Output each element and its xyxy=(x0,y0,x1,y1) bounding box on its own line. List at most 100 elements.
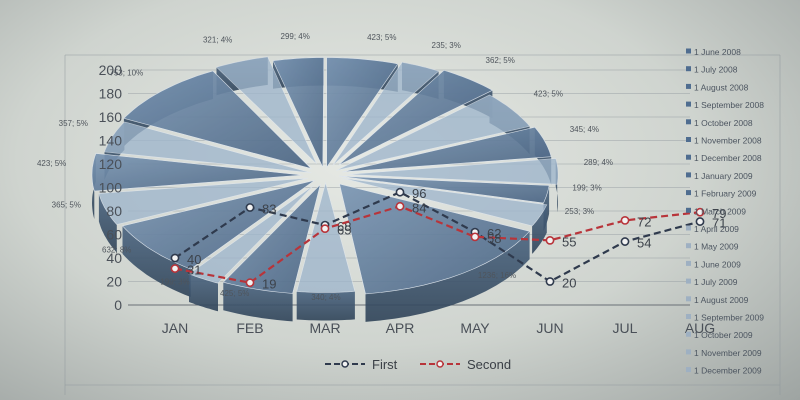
series-legend: First Second xyxy=(325,357,511,372)
legend-swatch xyxy=(686,172,691,178)
pie-slice-labels: 299; 4% 423; 5% 321; 4% 235; 3% 362; 5% 753; … xyxy=(37,32,613,302)
series-line-second xyxy=(174,205,701,284)
legend-swatch xyxy=(686,260,691,266)
y-tick-label: 20 xyxy=(106,274,122,290)
legend-item: 1 September 2008 xyxy=(694,100,764,110)
legend-swatch xyxy=(686,119,691,125)
x-axis: JAN FEB MAR APR MAY JUN JUL AUG xyxy=(162,320,715,336)
pie-slice-label: 365; 5% xyxy=(52,200,81,209)
x-tick-label: APR xyxy=(386,320,415,336)
data-point-second xyxy=(695,207,705,217)
pie-slice-label: 632; 8% xyxy=(102,245,131,254)
y-tick-label: 160 xyxy=(99,109,123,125)
pie-slice-label: 289; 4% xyxy=(584,158,613,167)
pie-slice xyxy=(98,177,308,225)
date-legend: 1 June 2008 1 July 2008 1 August 2008 1 Sep… xyxy=(686,47,764,376)
pie-slice xyxy=(338,69,494,166)
pie-slice-label: 235; 3% xyxy=(432,41,461,50)
pie-slice-label: 423; 5% xyxy=(534,89,563,98)
pie-slice-label: 299; 4% xyxy=(281,32,310,41)
data-point-second xyxy=(170,264,180,273)
legend-swatch xyxy=(686,314,691,319)
legend-marker-second xyxy=(436,360,444,368)
legend-item: 1 September 2009 xyxy=(694,313,764,323)
pie-slice xyxy=(215,56,317,165)
legend-swatch xyxy=(686,331,691,337)
pie-slice xyxy=(222,183,321,294)
data-label-second: 55 xyxy=(562,234,576,249)
data-label-first: 20 xyxy=(562,276,576,291)
pie-slice xyxy=(339,183,531,295)
x-tick-label: JUN xyxy=(536,320,563,336)
pie-slice-label: 199; 3% xyxy=(572,184,601,193)
pie-slice-label: 423; 5% xyxy=(37,159,66,168)
data-point-second xyxy=(395,201,405,211)
data-label-second: 84 xyxy=(412,200,426,215)
legend-item: 1 December 2009 xyxy=(694,366,762,376)
pie-3d xyxy=(91,56,559,322)
pie-slice xyxy=(188,185,314,284)
pie-slice xyxy=(347,158,559,185)
data-label-second: 72 xyxy=(637,214,651,229)
data-label-second: 19 xyxy=(262,277,276,292)
legend-item: 1 October 2009 xyxy=(694,330,753,340)
pie-slice-label: 753; 10% xyxy=(109,69,143,78)
data-point-second xyxy=(545,235,555,245)
legend-swatch xyxy=(686,190,691,196)
data-label-first: 71 xyxy=(712,216,726,231)
legend-item: 1 January 2009 xyxy=(694,171,753,181)
data-label-second: 31 xyxy=(187,263,201,278)
y-tick-label: 40 xyxy=(106,250,122,266)
pie-slice-side xyxy=(532,204,547,254)
legend-item: 1 June 2008 xyxy=(694,47,741,57)
data-point-first xyxy=(245,203,255,212)
y-tick-label: 60 xyxy=(106,227,122,243)
pie-slice-side xyxy=(189,274,218,312)
data-label-first: 83 xyxy=(262,201,276,216)
legend-swatch xyxy=(686,349,691,355)
y-axis: 0 20 40 60 80 100 120 140 160 180 200 xyxy=(99,62,123,313)
legend-swatch xyxy=(686,101,691,107)
legend-item: 1 November 2008 xyxy=(694,136,762,146)
y-tick-label: 140 xyxy=(99,133,123,149)
data-point-first xyxy=(695,217,705,226)
legend-item: 1 August 2009 xyxy=(694,295,749,305)
legend-item: 1 June 2009 xyxy=(694,259,741,269)
legend-swatch xyxy=(686,66,691,72)
pie-slice-label: 425; 5% xyxy=(220,289,249,298)
legend-item: 1 December 2008 xyxy=(694,153,762,163)
data-point-second xyxy=(320,224,330,234)
legend-swatch xyxy=(686,83,691,89)
pie-slice xyxy=(342,126,552,173)
data-point-first xyxy=(545,277,555,286)
pie-slice xyxy=(121,180,315,270)
pie-slice xyxy=(326,57,399,169)
y-tick-label: 120 xyxy=(99,156,123,172)
x-tick-label: JUL xyxy=(613,320,638,336)
pie-slice-side xyxy=(122,225,191,297)
pie-slice-label: 423; 5% xyxy=(367,33,396,42)
pie-slice-label: 253; 3% xyxy=(565,207,594,216)
pie-slice-side xyxy=(296,291,355,321)
data-label-second: 65 xyxy=(337,223,351,238)
data-label-first: 54 xyxy=(637,236,651,251)
pie-slice xyxy=(104,121,312,174)
y-tick-label: 80 xyxy=(106,203,122,219)
pie-slice-label: 345; 4% xyxy=(570,125,599,134)
legend-swatch xyxy=(686,296,691,302)
data-point-second xyxy=(620,215,630,225)
data-point-second xyxy=(470,232,480,242)
data-point-first xyxy=(395,187,405,197)
data-label-second: 79 xyxy=(712,206,726,221)
legend-swatch xyxy=(686,225,691,231)
x-tick-label: MAR xyxy=(309,320,340,336)
legend-item: 1 March 2009 xyxy=(694,206,746,216)
pie-slice xyxy=(342,177,548,227)
data-label-first: 40 xyxy=(187,252,201,267)
legend-label-first: First xyxy=(372,357,398,372)
pie-slice-label: 321; 4% xyxy=(203,36,232,45)
legend-label-second: Second xyxy=(467,357,511,372)
pie-slice xyxy=(123,70,313,170)
pie-slice-side xyxy=(98,193,117,253)
